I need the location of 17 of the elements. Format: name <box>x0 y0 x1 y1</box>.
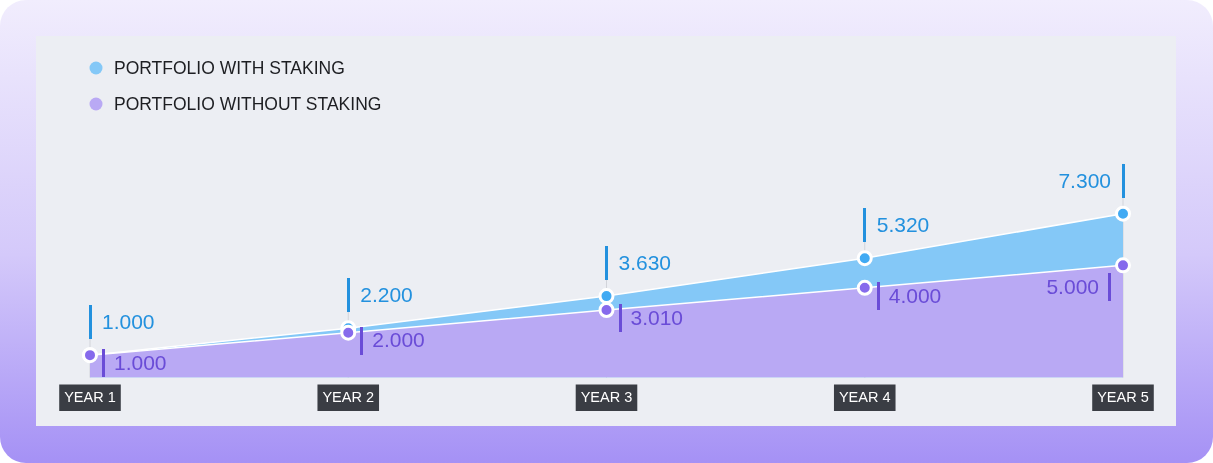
legend-label: PORTFOLIO WITHOUT STAKING <box>114 93 382 114</box>
x-tick-label: YEAR 1 <box>64 389 116 406</box>
x-tick-label: YEAR 3 <box>580 389 633 406</box>
x-tick-label: YEAR 5 <box>1097 389 1149 406</box>
data-label: 7.300 <box>1058 168 1111 192</box>
data-label: 5.000 <box>1046 275 1099 299</box>
data-label: 2.000 <box>372 328 425 352</box>
data-label: 5.320 <box>876 212 930 236</box>
legend-label: PORTFOLIO WITH STAKING <box>114 57 345 78</box>
data-label: 1.000 <box>114 350 167 374</box>
x-tick-label: YEAR 2 <box>322 389 375 406</box>
data-label: 2.200 <box>360 283 413 307</box>
data-label: 1.000 <box>102 309 155 333</box>
data-label: 3.010 <box>630 305 684 329</box>
data-label: 3.630 <box>618 250 672 274</box>
x-tick-label: YEAR 4 <box>838 389 891 406</box>
data-label: 4.000 <box>888 283 942 307</box>
